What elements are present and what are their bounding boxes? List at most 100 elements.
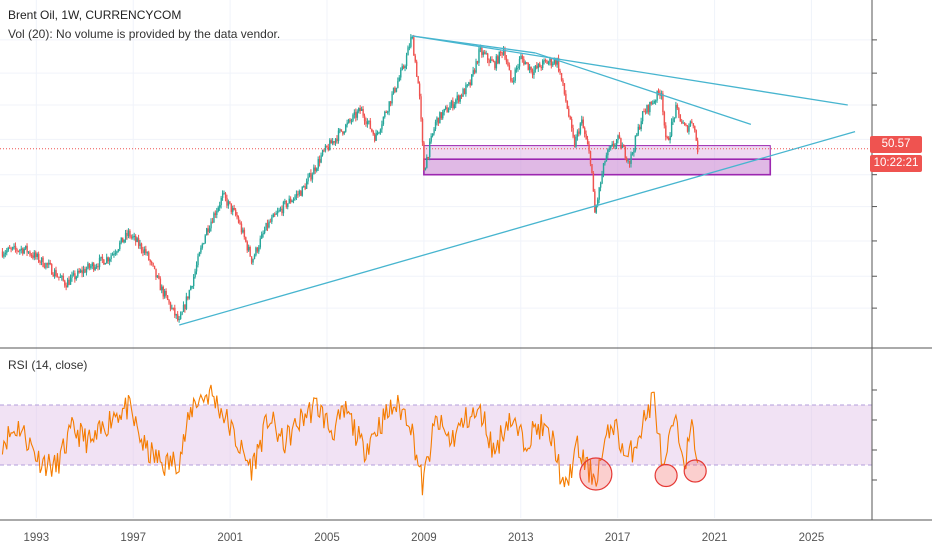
candle-down: [169, 302, 172, 309]
candle-up: [621, 145, 624, 149]
candle-up: [439, 112, 441, 124]
candle-up: [579, 123, 582, 134]
candle-down: [647, 105, 650, 113]
countdown-tag: 10:22:21: [870, 155, 922, 172]
candle-up: [608, 148, 611, 150]
candle-up: [82, 269, 85, 274]
candle-up: [450, 100, 453, 106]
candle-down: [46, 263, 49, 265]
symbol-legend[interactable]: Brent Oil, 1W, CURRENCYCOM: [8, 8, 181, 22]
candle-up: [641, 111, 644, 122]
candle-up: [524, 62, 527, 65]
candle-down: [250, 256, 253, 263]
candle-down: [174, 307, 176, 316]
candle-up: [321, 150, 324, 156]
rsi-legend[interactable]: RSI (14, close): [8, 358, 87, 372]
candle-down: [592, 173, 595, 192]
candle-up: [278, 209, 280, 212]
candle-up: [465, 85, 467, 95]
candle-down: [452, 100, 454, 109]
candle-up: [252, 258, 254, 263]
candle-up: [248, 247, 250, 251]
candle-down: [536, 65, 538, 69]
candle-down: [678, 108, 680, 115]
candle-down: [692, 123, 695, 127]
candle-down: [511, 80, 514, 82]
candle-down: [243, 229, 246, 238]
candle-down: [363, 115, 366, 122]
candle-down: [686, 125, 689, 132]
candle-down: [369, 120, 372, 129]
candle-up: [311, 174, 314, 180]
candle-down: [565, 93, 567, 102]
price-candles: [1, 34, 699, 323]
candle-up: [599, 183, 602, 188]
candle-down: [97, 266, 99, 268]
candle-down: [639, 126, 641, 130]
rsi-highlight-circle: [683, 459, 707, 483]
rsi-highlight-circles[interactable]: [579, 457, 707, 491]
candle-down: [245, 237, 247, 242]
candle-down: [570, 119, 573, 129]
trendlines[interactable]: [179, 35, 856, 326]
candle-up: [617, 135, 619, 141]
candle-down: [237, 217, 240, 223]
candle-up: [468, 82, 470, 85]
support-zone-inner: [423, 158, 772, 176]
candle-up: [392, 87, 395, 94]
candle-up: [316, 168, 318, 171]
candle-up: [605, 155, 608, 162]
time-axis-label: 2017: [605, 532, 631, 544]
candle-up: [182, 304, 185, 312]
candle-down: [626, 157, 628, 161]
candle-up: [262, 233, 264, 235]
candle-up: [456, 95, 458, 101]
candle-down: [560, 72, 563, 80]
candle-down: [416, 61, 418, 77]
candle-down: [333, 141, 335, 143]
candle-up: [689, 121, 692, 126]
candle-down: [10, 248, 12, 250]
trendline: [411, 35, 848, 106]
candle-down: [88, 263, 91, 268]
candle-down: [153, 265, 156, 269]
candle-up: [208, 228, 211, 232]
candle-down: [314, 167, 317, 171]
candle-down: [184, 304, 186, 310]
candle-down: [84, 269, 86, 273]
candle-up: [313, 167, 315, 175]
candle-up: [301, 186, 304, 196]
candle-down: [679, 114, 682, 122]
rsi-band-fill: [0, 405, 872, 465]
range-zones[interactable]: [423, 145, 772, 176]
candle-down: [531, 71, 534, 75]
candle-down: [233, 208, 235, 210]
candle-down: [137, 238, 140, 246]
candle-up: [337, 130, 340, 142]
candle-down: [365, 121, 367, 125]
candle-down: [229, 201, 231, 204]
candle-down: [130, 236, 133, 238]
candle-up: [547, 62, 550, 64]
candle-up: [282, 201, 285, 214]
candle-up: [20, 248, 23, 251]
candle-down: [566, 101, 569, 109]
candle-up: [607, 149, 609, 156]
candle-up: [123, 239, 125, 243]
candle-down: [152, 262, 154, 266]
candle-down: [330, 140, 332, 144]
candle-down: [172, 307, 175, 309]
time-axis-label: 1993: [24, 532, 50, 544]
candle-up: [175, 314, 178, 316]
candle-down: [446, 107, 448, 113]
candle-up: [514, 69, 516, 81]
volume-legend[interactable]: Vol (20): No volume is provided by the d…: [8, 27, 280, 41]
candle-up: [80, 270, 82, 273]
candle-up: [284, 201, 286, 203]
candle-down: [285, 201, 288, 208]
candle-up: [489, 59, 492, 63]
candle-up: [433, 129, 435, 134]
candle-down: [663, 112, 666, 126]
candle-down: [624, 147, 626, 158]
